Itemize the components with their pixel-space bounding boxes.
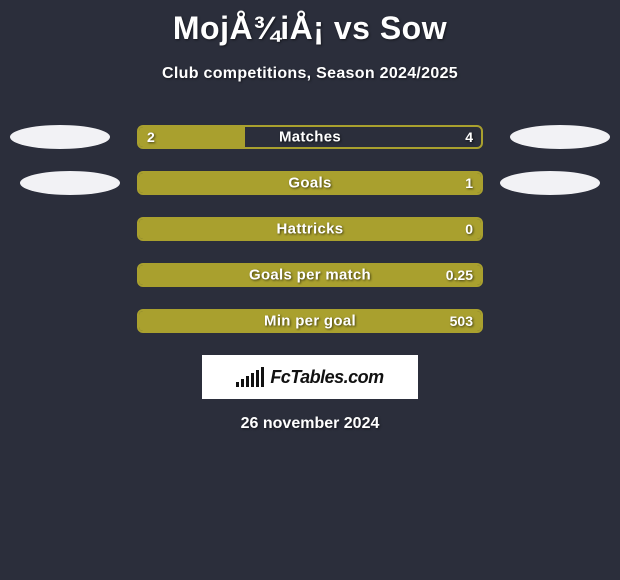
stat-bar: Min per goal 503 bbox=[137, 309, 483, 333]
page-title: MojÅ¾iÅ¡ vs Sow bbox=[0, 0, 620, 47]
stat-value-right: 1 bbox=[465, 175, 473, 191]
stat-label: Min per goal bbox=[264, 313, 356, 330]
stat-row: 2 Matches 4 bbox=[0, 125, 620, 149]
logo-text: FcTables.com bbox=[270, 367, 383, 388]
stat-bar: 2 Matches 4 bbox=[137, 125, 483, 149]
stat-bar: Goals 1 bbox=[137, 171, 483, 195]
stat-value-left: 2 bbox=[147, 129, 155, 145]
stat-label: Matches bbox=[279, 129, 341, 146]
player-marker-right bbox=[510, 125, 610, 149]
stat-bar: Hattricks 0 bbox=[137, 217, 483, 241]
stat-label: Hattricks bbox=[277, 221, 344, 238]
subtitle: Club competitions, Season 2024/2025 bbox=[0, 65, 620, 83]
date-text: 26 november 2024 bbox=[0, 415, 620, 433]
player-marker-left bbox=[20, 171, 120, 195]
stat-label: Goals bbox=[288, 175, 331, 192]
stat-row: Goals 1 bbox=[0, 171, 620, 195]
comparison-chart: 2 Matches 4 Goals 1 Hattricks 0 Goals per match… bbox=[0, 125, 620, 333]
stat-value-right: 0 bbox=[465, 221, 473, 237]
logo-box: FcTables.com bbox=[202, 355, 418, 399]
stat-bar: Goals per match 0.25 bbox=[137, 263, 483, 287]
stat-row: Hattricks 0 bbox=[0, 217, 620, 241]
stat-value-right: 4 bbox=[465, 129, 473, 145]
player-marker-left bbox=[10, 125, 110, 149]
stat-label: Goals per match bbox=[249, 267, 371, 284]
stat-row: Min per goal 503 bbox=[0, 309, 620, 333]
player-marker-right bbox=[500, 171, 600, 195]
stat-row: Goals per match 0.25 bbox=[0, 263, 620, 287]
logo-bars-icon bbox=[236, 367, 264, 387]
stat-value-right: 0.25 bbox=[446, 267, 473, 283]
stat-value-right: 503 bbox=[450, 313, 473, 329]
